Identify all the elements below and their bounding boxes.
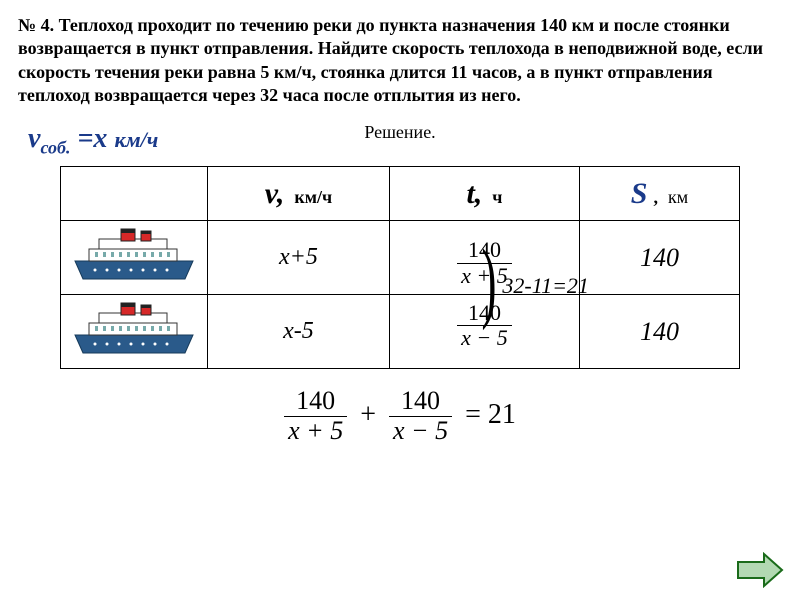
final-equation: 140 x + 5 + 140 x − 5 = 21 <box>0 387 800 445</box>
header-s: S, км <box>579 167 739 221</box>
s-unit: км <box>668 187 688 207</box>
v-expr-2: x-5 <box>283 318 314 344</box>
var-unit: км/ч <box>114 127 158 152</box>
problem-number: № 4. <box>18 15 54 35</box>
ship-cell-2 <box>61 295 208 369</box>
var-equals: =x <box>77 123 107 154</box>
header-t: t, ч <box>389 167 579 221</box>
next-arrow-button[interactable] <box>736 552 784 588</box>
eq-frac-1: 140 x + 5 <box>284 387 347 445</box>
v-label: v, <box>265 177 285 210</box>
header-empty <box>61 167 208 221</box>
t-cell-merged: 140 x + 5 140 x − 5 ) 32-11=21 <box>389 221 579 369</box>
ship-icon <box>69 227 199 283</box>
eq-num-1: 140 <box>284 387 347 416</box>
s-val-1: 140 <box>640 243 679 272</box>
eq-num-2: 140 <box>389 387 452 416</box>
v-cell-1: x+5 <box>208 221 390 295</box>
var-symbol: v <box>28 123 40 154</box>
t-unit: ч <box>492 187 502 207</box>
solution-table: v, км/ч t, ч S, км x+5 <box>60 166 740 369</box>
s-label: S <box>631 177 648 210</box>
v-unit: км/ч <box>294 187 332 207</box>
time-note: 32-11=21 <box>502 273 589 299</box>
var-subscript: соб. <box>40 137 70 157</box>
problem-body: Теплоход проходит по течению реки до пун… <box>18 15 763 105</box>
eq-den-1: x + 5 <box>288 416 343 445</box>
ship-icon <box>69 301 199 357</box>
table-header-row: v, км/ч t, ч S, км <box>61 167 740 221</box>
s-cell-2: 140 <box>579 295 739 369</box>
eq-rhs: = 21 <box>459 399 516 430</box>
s-cell-1: 140 <box>579 221 739 295</box>
brace-icon: ) <box>481 237 496 327</box>
header-v: v, км/ч <box>208 167 390 221</box>
table-row: x+5 140 x + 5 140 x − 5 ) 32-11=21 <box>61 221 740 295</box>
s-val-2: 140 <box>640 317 679 346</box>
eq-den-2: x − 5 <box>393 416 448 445</box>
problem-text: № 4. Теплоход проходит по течению реки д… <box>0 0 800 116</box>
eq-frac-2: 140 x − 5 <box>389 387 452 445</box>
s-comma: , <box>653 187 658 207</box>
t-label: t, <box>466 177 482 210</box>
eq-plus: + <box>354 399 382 430</box>
v-expr-1: x+5 <box>279 244 318 270</box>
ship-cell-1 <box>61 221 208 295</box>
v-cell-2: x-5 <box>208 295 390 369</box>
